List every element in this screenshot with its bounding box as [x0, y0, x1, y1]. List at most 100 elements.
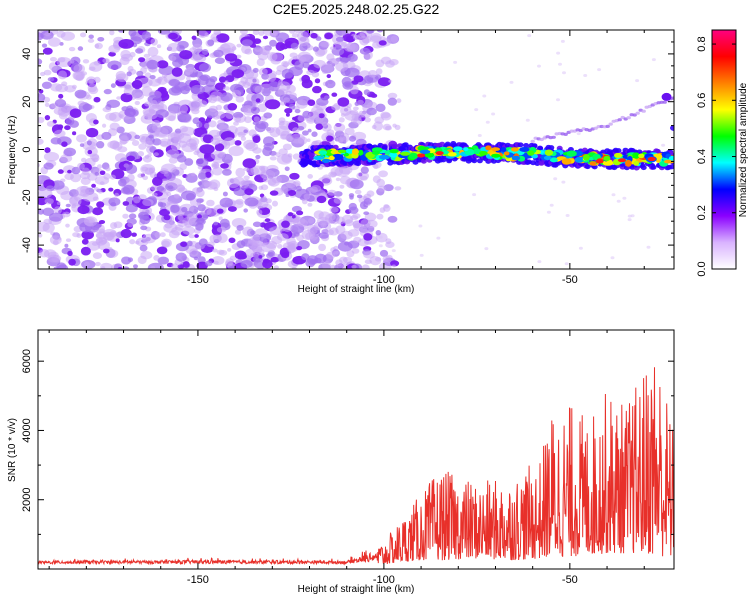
noise-blob	[161, 238, 172, 248]
band-cell	[650, 164, 657, 170]
noise-blob	[316, 195, 327, 204]
noise-blob	[64, 173, 74, 180]
noise-blob	[288, 103, 296, 110]
noise-blob	[368, 70, 378, 78]
noise-blob	[258, 255, 263, 259]
noise-blob	[289, 30, 296, 34]
snr-y-tick-label: 4000	[21, 418, 33, 442]
colorbar-tick-label: 0.4	[696, 149, 708, 164]
noise-blob	[69, 108, 82, 118]
noise-blob	[189, 248, 199, 257]
band-peak	[318, 150, 328, 156]
band-peak	[328, 155, 335, 161]
noise-blob	[260, 169, 276, 180]
band-peak	[614, 152, 623, 158]
band-peak	[358, 149, 364, 156]
noise-blob	[284, 108, 293, 114]
noise-blob	[366, 190, 375, 197]
noise-blob	[344, 219, 354, 227]
noise-blob	[80, 188, 90, 198]
spectrogram-y-tick-label: 0	[21, 146, 33, 152]
band-peak	[321, 158, 330, 163]
noise-blob	[329, 58, 340, 65]
band-peak	[351, 148, 359, 155]
noise-blob	[91, 183, 96, 188]
noise-blob	[206, 241, 215, 248]
noise-blob	[220, 163, 229, 169]
noise-blob	[77, 46, 84, 51]
noise-blob	[342, 81, 354, 90]
band-peak	[561, 158, 572, 165]
noise-blob	[228, 265, 235, 269]
noise-blob	[151, 192, 158, 197]
noise-blob	[354, 189, 362, 195]
noise-blob	[315, 36, 322, 41]
noise-blob	[63, 147, 76, 157]
noise-blob	[48, 62, 58, 71]
snr-chart: -150 -100 -50 2000 4000 6000 Height of straig…	[7, 329, 675, 595]
band-hotspot	[417, 153, 426, 158]
noise-blob	[132, 79, 143, 90]
band-peak	[633, 160, 639, 166]
noise-blob	[171, 67, 183, 77]
noise-blob	[123, 87, 136, 95]
noise-blob	[222, 168, 232, 176]
band-peak	[332, 153, 344, 161]
band-peak	[479, 151, 488, 156]
noise-blob	[315, 123, 324, 130]
noise-blob	[149, 75, 156, 80]
noise-blob	[102, 106, 112, 113]
noise-blob	[103, 88, 112, 95]
noise-blob	[285, 135, 294, 142]
noise-blob	[231, 218, 247, 228]
noise-blob	[53, 206, 62, 215]
noise-speck	[491, 112, 496, 116]
noise-blob	[363, 198, 373, 205]
noise-blob	[303, 193, 310, 200]
noise-speck	[576, 132, 581, 136]
band-peak	[544, 149, 554, 156]
noise-blob	[297, 219, 309, 227]
noise-blob	[64, 125, 71, 131]
noise-blob	[213, 260, 219, 265]
noise-blob	[214, 143, 225, 152]
colorbar-gradient	[712, 30, 736, 269]
noise-blob	[233, 187, 248, 197]
noise-blob	[191, 87, 200, 93]
band-peak	[491, 147, 500, 152]
noise-blob	[169, 55, 177, 62]
noise-blob	[234, 250, 247, 260]
noise-blob	[87, 83, 98, 93]
noise-blob	[277, 81, 291, 92]
noise-blob	[186, 240, 193, 247]
noise-blob	[256, 209, 263, 216]
noise-blob	[131, 140, 140, 146]
noise-blob	[262, 30, 278, 36]
noise-blob	[280, 100, 287, 106]
noise-blob	[294, 109, 301, 114]
noise-blob	[196, 198, 204, 204]
noise-blob	[54, 99, 67, 108]
upper-trace-cell	[530, 139, 535, 143]
noise-speck	[622, 196, 627, 200]
noise-blob	[167, 185, 174, 190]
noise-blob	[105, 112, 117, 121]
noise-blob	[264, 99, 281, 110]
noise-blob	[278, 117, 286, 123]
noise-blob	[98, 189, 103, 194]
noise-blob	[96, 201, 105, 208]
noise-blob	[86, 94, 92, 100]
noise-blob	[360, 166, 369, 174]
noise-blob	[252, 246, 263, 254]
noise-blob	[127, 222, 134, 228]
noise-blob	[126, 71, 132, 77]
noise-blob	[252, 67, 259, 73]
noise-blob	[109, 30, 115, 36]
noise-blob	[80, 177, 91, 186]
noise-blob	[325, 79, 336, 89]
noise-blob	[176, 154, 187, 163]
noise-blob	[156, 246, 168, 255]
noise-speck	[482, 94, 487, 98]
snr-y-tick-label: 6000	[21, 349, 33, 373]
